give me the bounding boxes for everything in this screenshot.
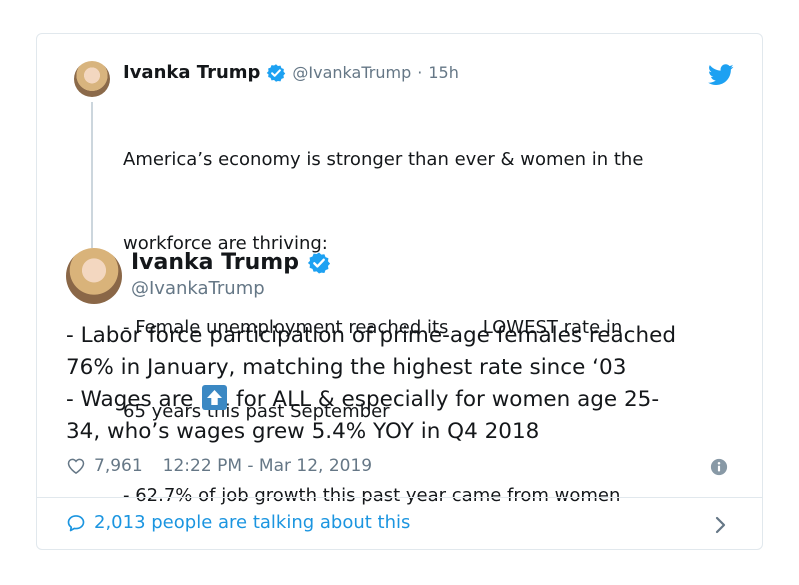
parent-tweet-avatar[interactable] xyxy=(74,61,110,97)
parent-tweet-time[interactable]: 15h xyxy=(428,63,459,82)
main-tweet-author-name[interactable]: Ivanka Trump xyxy=(131,250,299,275)
embedded-tweet-card: Ivanka Trump @IvankaTrump · 15h America’… xyxy=(36,33,763,550)
parent-tweet-author-name[interactable]: Ivanka Trump xyxy=(123,62,261,83)
tweet-timestamp[interactable]: 12:22 PM - Mar 12, 2019 xyxy=(162,456,373,476)
parent-tweet-line-1: America’s economy is stronger than ever … xyxy=(123,149,644,170)
main-tweet-line-1: - Labor force participation of prime-age… xyxy=(66,323,676,348)
main-tweet-handle[interactable]: @IvankaTrump xyxy=(131,278,265,299)
info-icon[interactable] xyxy=(710,458,728,476)
parent-tweet-handle[interactable]: @IvankaTrump xyxy=(292,63,412,82)
like-count[interactable]: 7,961 xyxy=(94,456,143,476)
parent-tweet-text: America’s economy is stronger than ever … xyxy=(123,90,743,566)
main-tweet-line-3-after: for ALL & especially for women age 25- xyxy=(236,387,660,412)
parent-tweet-line-2: workforce are thriving: xyxy=(123,233,328,254)
verified-badge-icon xyxy=(307,252,331,273)
main-tweet-avatar[interactable] xyxy=(66,248,122,304)
conversation-link[interactable]: 2,013 people are talking about this xyxy=(66,512,410,533)
up-arrow-emoji-icon xyxy=(202,385,228,410)
main-tweet-author-row: Ivanka Trump xyxy=(131,250,331,275)
parent-tweet-line-3: - Female unemployment reached its LOWEST… xyxy=(123,317,623,338)
main-tweet-line-3: - Wages are for ALL & especially for wom… xyxy=(66,384,746,416)
parent-tweet-line-5: - 62.7% of job growth this past year cam… xyxy=(123,485,621,506)
main-tweet-line-2: 76% in January, matching the highest rat… xyxy=(66,355,627,380)
main-tweet-meta-row: 7,961 12:22 PM - Mar 12, 2019 xyxy=(66,456,372,476)
footer-divider xyxy=(37,497,762,498)
parent-tweet-header: Ivanka Trump @IvankaTrump · 15h xyxy=(123,62,459,83)
main-tweet-line-3-before: - Wages are xyxy=(66,387,194,412)
comment-bubble-icon xyxy=(67,514,85,531)
heart-icon[interactable] xyxy=(66,456,86,476)
parent-tweet-separator: · xyxy=(417,63,423,82)
thread-connector-line xyxy=(91,102,93,248)
conversation-count-text[interactable]: 2,013 people are talking about this xyxy=(94,512,411,533)
chevron-right-icon[interactable] xyxy=(714,514,728,536)
parent-tweet-line-4: 65 years this past September xyxy=(123,401,390,422)
twitter-bird-icon[interactable] xyxy=(708,64,734,86)
main-tweet-text: - Labor force participation of prime-age… xyxy=(66,320,746,448)
verified-badge-icon xyxy=(267,63,286,82)
main-tweet-line-4: 34, who’s wages grew 5.4% YOY in Q4 2018 xyxy=(66,419,540,444)
